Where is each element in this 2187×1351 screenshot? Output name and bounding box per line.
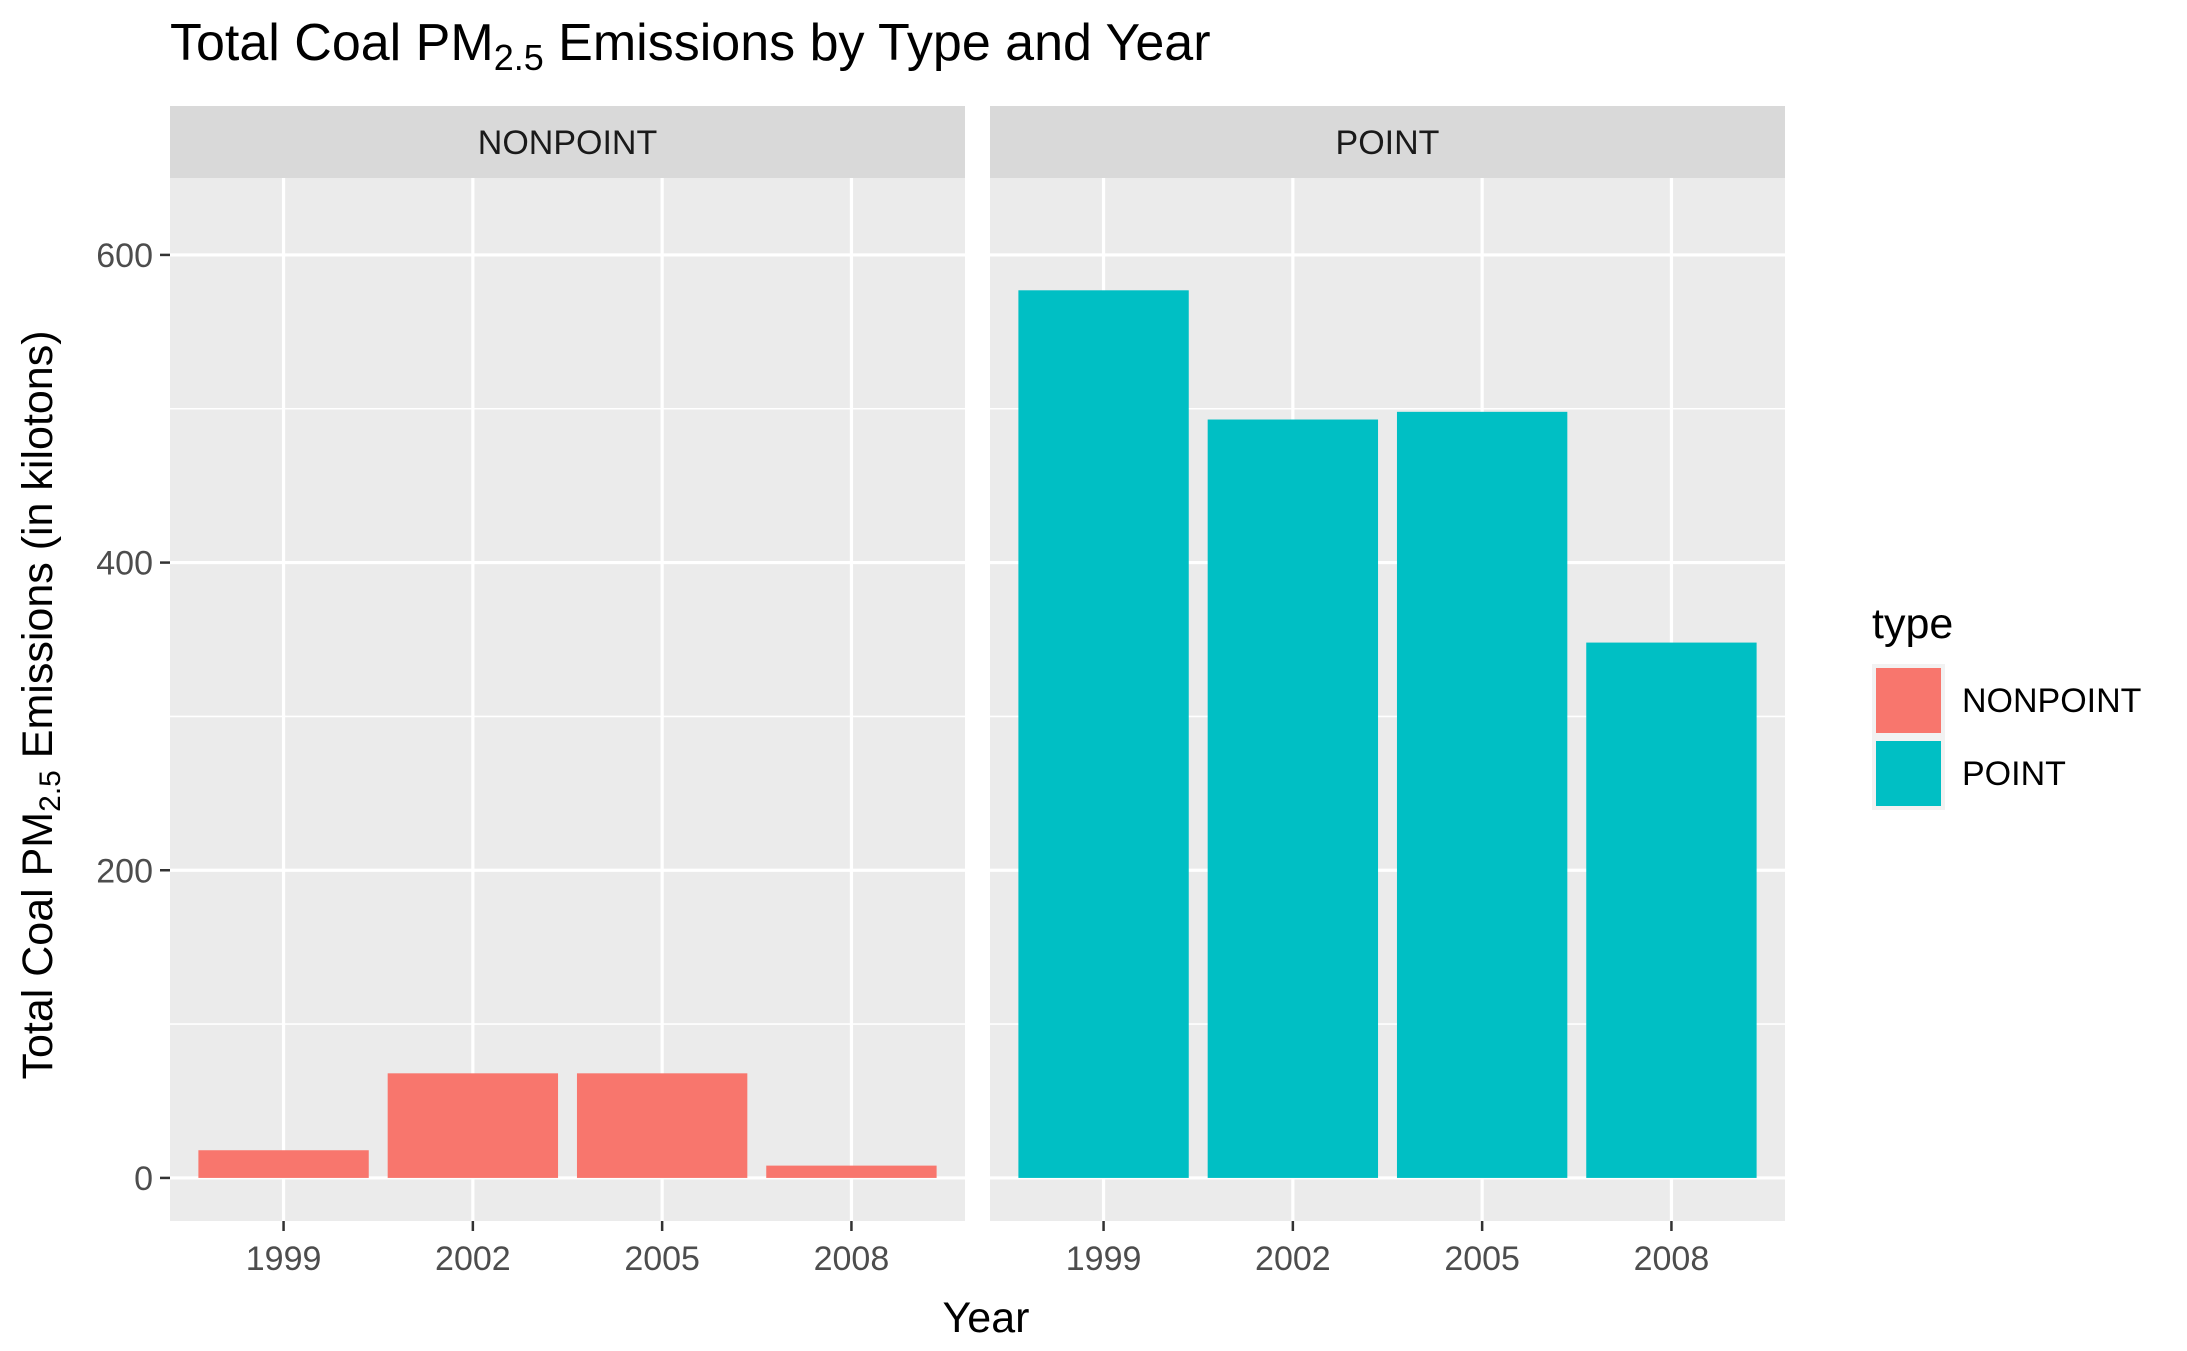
bar-point-1999 — [1018, 290, 1189, 1178]
legend-title: type — [1872, 600, 1953, 648]
x-tick-label: 2002 — [1255, 1240, 1331, 1278]
x-tick-label: 2005 — [624, 1240, 700, 1278]
bar-nonpoint-2005 — [576, 1073, 748, 1178]
bar-point-2002 — [1207, 419, 1379, 1178]
bar-nonpoint-2002 — [387, 1073, 559, 1178]
y-tick-label: 200 — [96, 852, 153, 890]
legend: type NONPOINT POINT — [1872, 600, 2141, 810]
y-axis-title: Total Coal PM2.5 Emissions (in kilotons) — [14, 330, 67, 1079]
legend-swatch-point — [1876, 741, 1941, 806]
plot-background — [170, 178, 965, 1221]
x-axis-title: Year — [943, 1294, 1030, 1342]
bar-point-2005 — [1396, 411, 1568, 1178]
facet-strip — [170, 106, 965, 178]
legend-label-nonpoint: NONPOINT — [1962, 682, 2141, 720]
y-tick-label: 0 — [134, 1160, 153, 1198]
facet-panel-point: POINT 1999 2002 2005 2008 — [990, 106, 1785, 1278]
legend-label-point: POINT — [1962, 755, 2066, 793]
y-tick-label: 600 — [96, 237, 153, 275]
bar-nonpoint-1999 — [198, 1150, 369, 1178]
x-tick-label: 2002 — [435, 1240, 511, 1278]
facet-strip-label: POINT — [1336, 124, 1440, 162]
facet-panel-nonpoint: NONPOINT 1999 2002 2005 2008 — [170, 106, 965, 1278]
facet-strip-label: NONPOINT — [478, 124, 657, 162]
legend-swatch-nonpoint — [1876, 668, 1941, 733]
facet-panels: NONPOINT 1999 2002 2005 2008 POINT 1999 2002 200… — [170, 106, 1785, 1278]
y-axis: 0 200 400 600 — [96, 237, 170, 1198]
x-tick-label: 1999 — [1066, 1240, 1142, 1278]
y-tick-label: 400 — [96, 545, 153, 583]
bar-nonpoint-2008 — [766, 1165, 937, 1178]
x-tick-label: 2005 — [1444, 1240, 1520, 1278]
bar-point-2008 — [1586, 642, 1757, 1178]
chart-title: Total Coal PM2.5 Emissions by Type and Y… — [170, 14, 1211, 78]
facet-strip — [990, 106, 1785, 178]
x-tick-label: 1999 — [246, 1240, 322, 1278]
x-tick-label: 2008 — [814, 1240, 890, 1278]
x-tick-label: 2008 — [1634, 1240, 1710, 1278]
